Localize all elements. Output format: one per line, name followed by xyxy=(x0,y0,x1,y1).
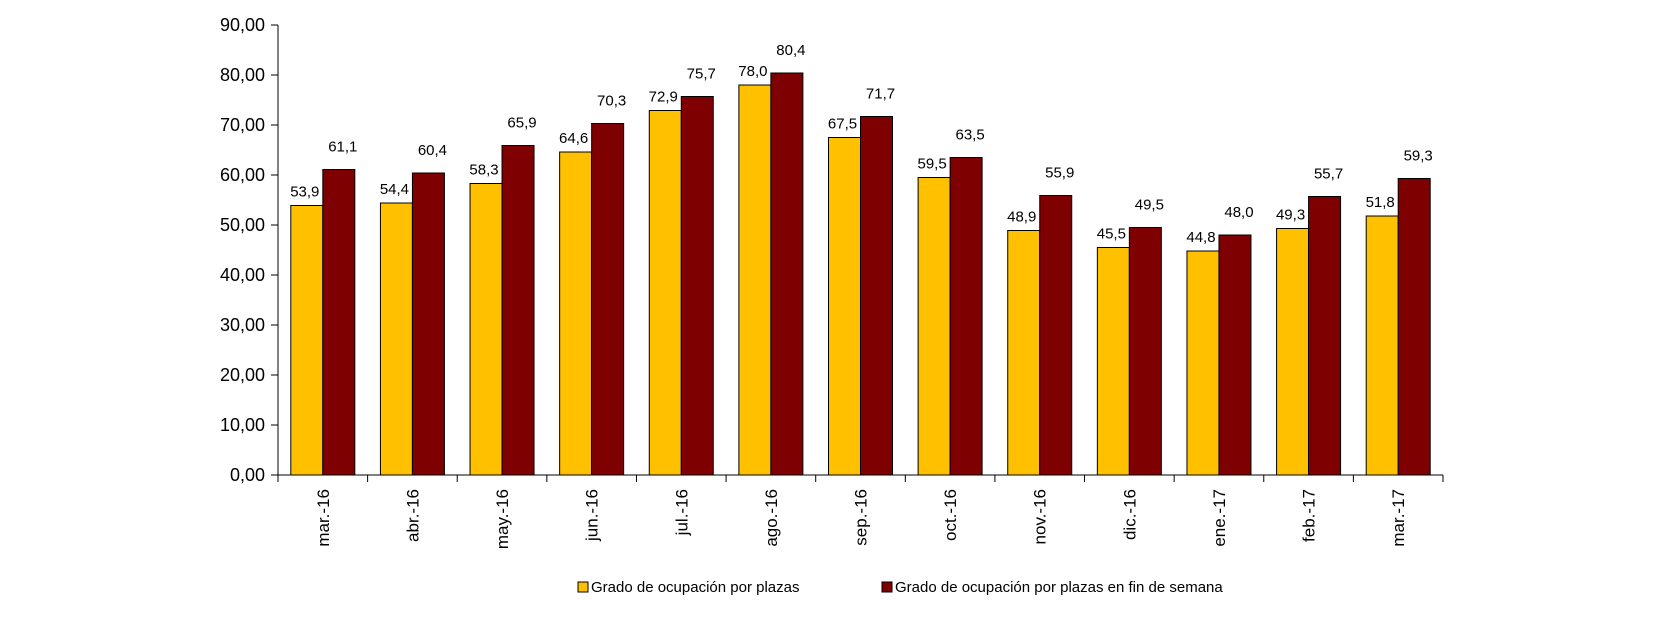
bar-occupancy xyxy=(738,84,772,476)
bar-weekend-occupancy xyxy=(680,96,714,476)
data-label-weekend-occupancy: 75,7 xyxy=(687,66,716,83)
data-label-weekend-occupancy: 61,1 xyxy=(328,139,357,156)
bars: 53,9 61,1 54,4 60,4 58,3 65,9 64,6 70,3 72,9 75,7… xyxy=(290,42,1433,476)
x-category-label: nov.-16 xyxy=(1031,489,1050,544)
bar-weekend-occupancy xyxy=(1128,227,1162,476)
bar-occupancy xyxy=(648,110,682,476)
data-label-weekend-occupancy: 65,9 xyxy=(507,115,536,132)
data-label-occupancy: 67,5 xyxy=(828,116,857,133)
data-label-weekend-occupancy: 59,3 xyxy=(1404,148,1433,165)
data-label-weekend-occupancy: 70,3 xyxy=(597,93,626,110)
legend-label-weekend-occupancy: Grado de ocupación por plazas en fin de … xyxy=(895,579,1223,596)
data-label-weekend-occupancy: 55,7 xyxy=(1314,166,1343,183)
data-label-weekend-occupancy: 49,5 xyxy=(1135,197,1164,214)
bar-weekend-occupancy xyxy=(501,145,535,476)
bar-occupancy xyxy=(559,151,593,476)
data-label-occupancy: 59,5 xyxy=(918,156,947,173)
y-tick-label: 20,00 xyxy=(220,365,265,385)
bar-occupancy xyxy=(1186,250,1220,476)
legend: Grado de ocupación por plazas Grado de oc… xyxy=(577,579,1223,596)
bar-occupancy xyxy=(1096,247,1130,476)
data-label-occupancy: 58,3 xyxy=(469,162,498,179)
bar-occupancy xyxy=(1365,215,1399,476)
data-label-weekend-occupancy: 48,0 xyxy=(1224,204,1253,221)
y-tick-label: 10,00 xyxy=(220,415,265,435)
data-label-weekend-occupancy: 63,5 xyxy=(956,127,985,144)
x-category-label: oct.-16 xyxy=(941,489,960,541)
bar-weekend-occupancy xyxy=(770,72,804,476)
x-category-label: feb.-17 xyxy=(1300,489,1319,542)
y-tick-label: 0,00 xyxy=(230,465,265,485)
x-category-label: ago.-16 xyxy=(762,489,781,547)
y-tick-label: 50,00 xyxy=(220,215,265,235)
data-label-occupancy: 54,4 xyxy=(380,181,409,198)
y-tick-label: 60,00 xyxy=(220,165,265,185)
y-tick-label: 80,00 xyxy=(220,65,265,85)
data-label-occupancy: 64,6 xyxy=(559,130,588,147)
y-tick-label: 30,00 xyxy=(220,315,265,335)
bar-weekend-occupancy xyxy=(1308,196,1342,476)
bar-occupancy xyxy=(379,202,413,476)
data-label-occupancy: 44,8 xyxy=(1186,229,1215,246)
legend-label-occupancy: Grado de ocupación por plazas xyxy=(591,579,799,596)
data-label-occupancy: 49,3 xyxy=(1276,207,1305,224)
y-tick-label: 40,00 xyxy=(220,265,265,285)
data-label-occupancy: 53,9 xyxy=(290,184,319,201)
y-tick-label: 70,00 xyxy=(220,115,265,135)
x-category-label: jun.-16 xyxy=(583,489,602,542)
x-axis: mar.-16 abr.-16 may.-16 jun.-16 jul.-16 ago.-… xyxy=(277,474,1444,549)
bar-occupancy xyxy=(1007,230,1041,476)
bar-weekend-occupancy xyxy=(1039,195,1073,476)
bar-occupancy xyxy=(917,177,951,476)
data-label-occupancy: 78,0 xyxy=(738,63,767,80)
bar-weekend-occupancy xyxy=(1218,234,1252,476)
x-category-label: mar.-17 xyxy=(1389,489,1408,547)
data-label-occupancy: 72,9 xyxy=(649,89,678,106)
data-label-occupancy: 45,5 xyxy=(1097,226,1126,243)
bar-occupancy xyxy=(828,137,861,476)
x-category-label: dic.-16 xyxy=(1120,489,1139,540)
legend-swatch-weekend-occupancy xyxy=(881,581,893,593)
bar-occupancy xyxy=(290,205,324,476)
y-axis: 0,00 10,00 20,00 30,00 40,00 50,00 60,00 70,00 8… xyxy=(220,15,279,485)
x-category-label: may.-16 xyxy=(493,489,512,549)
x-category-label: jul.-16 xyxy=(672,489,691,536)
bar-weekend-occupancy xyxy=(411,172,445,476)
data-label-weekend-occupancy: 60,4 xyxy=(418,142,447,159)
data-label-occupancy: 48,9 xyxy=(1007,209,1036,226)
bar-weekend-occupancy xyxy=(591,123,625,476)
data-label-occupancy: 51,8 xyxy=(1366,194,1395,211)
data-label-weekend-occupancy: 71,7 xyxy=(866,86,895,103)
bar-weekend-occupancy xyxy=(949,157,983,476)
data-label-weekend-occupancy: 55,9 xyxy=(1045,165,1074,182)
bar-occupancy xyxy=(469,183,503,476)
x-category-label: sep.-16 xyxy=(852,489,871,546)
legend-swatch-occupancy xyxy=(577,581,589,593)
data-label-weekend-occupancy: 80,4 xyxy=(776,42,805,59)
y-tick-label: 90,00 xyxy=(220,15,265,35)
x-category-label: mar.-16 xyxy=(314,489,333,547)
x-category-label: ene.-17 xyxy=(1210,489,1229,547)
bar-weekend-occupancy xyxy=(322,169,356,476)
x-category-label: abr.-16 xyxy=(403,489,422,542)
bar-weekend-occupancy xyxy=(1397,178,1431,476)
bar-weekend-occupancy xyxy=(860,116,893,476)
bar-occupancy xyxy=(1276,228,1310,476)
